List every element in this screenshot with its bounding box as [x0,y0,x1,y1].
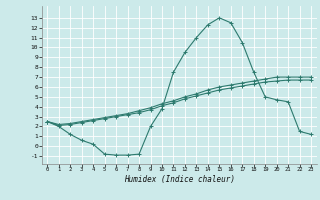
X-axis label: Humidex (Indice chaleur): Humidex (Indice chaleur) [124,175,235,184]
